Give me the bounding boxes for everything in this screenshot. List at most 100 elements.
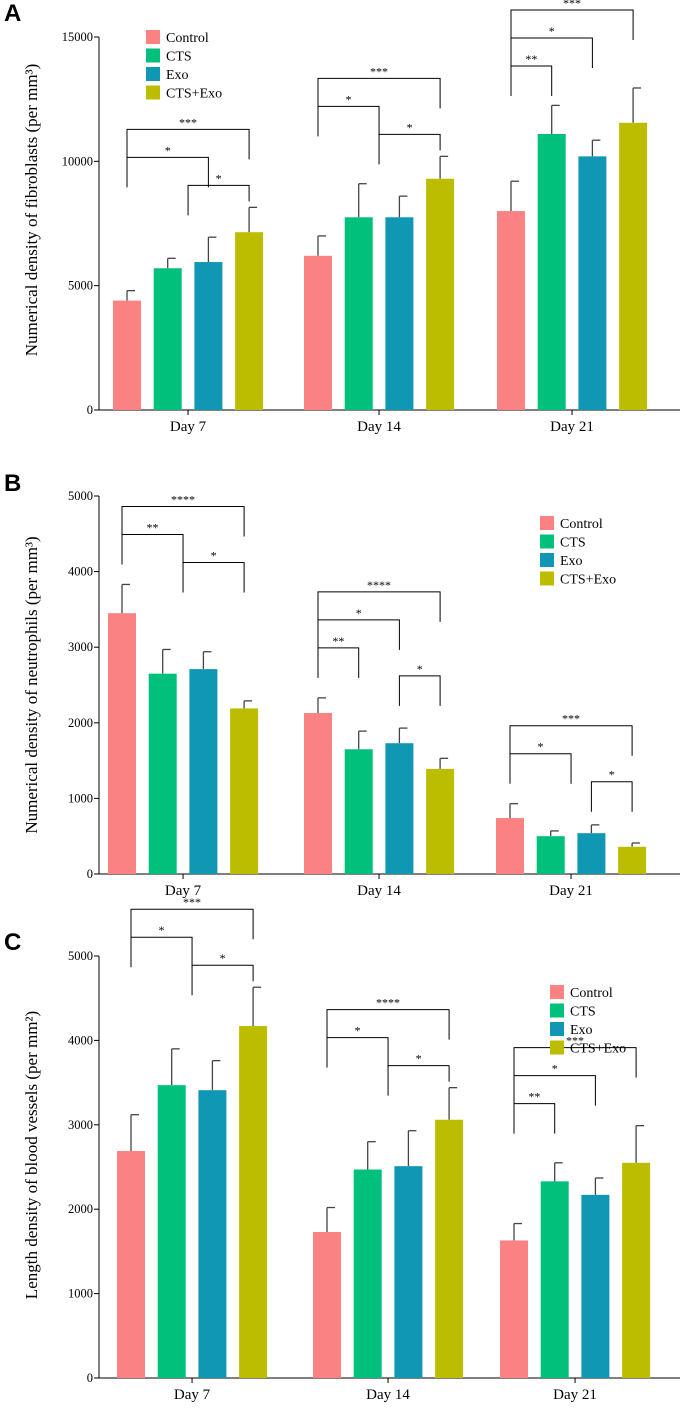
panel-c-y-tick-label: 2000 bbox=[68, 1202, 93, 1216]
panel-a-bar-cts-exo-day1 bbox=[235, 232, 264, 410]
panel-a-significance-label: * bbox=[407, 120, 413, 134]
panel-c-bar-control-day1 bbox=[117, 1150, 145, 1378]
panel-a-bar-cts-day2 bbox=[344, 217, 373, 410]
panel-b-legend-label: CTS bbox=[560, 536, 586, 551]
panel-a-significance-label: *** bbox=[370, 64, 388, 78]
panel-c-bar-cts-day3 bbox=[540, 1181, 569, 1378]
panel-a-y-tick-label: 10000 bbox=[62, 154, 93, 168]
panel-a-significance-label: * bbox=[165, 143, 171, 157]
panel-c-y-tick-label: 3000 bbox=[68, 1118, 93, 1132]
panel-b-y-tick-label: 2000 bbox=[68, 716, 93, 730]
panel-c-significance-bracket bbox=[130, 936, 193, 968]
panel-b-y-tick-label: 1000 bbox=[68, 791, 93, 805]
panel-a-legend-swatch-control bbox=[146, 30, 160, 44]
panel-c-y-tick-label: 5000 bbox=[68, 949, 93, 963]
panel-c-significance-label: * bbox=[355, 1024, 361, 1038]
panel-a-significance-label: * bbox=[346, 92, 352, 106]
panel-c-bar-exo-day3 bbox=[581, 1194, 610, 1378]
panel-b-significance-label: **** bbox=[367, 578, 391, 592]
panel-a-legend-label: CTS bbox=[166, 50, 192, 65]
panel-a-significance-label: *** bbox=[179, 115, 197, 129]
panel-b-significance-label: * bbox=[211, 548, 217, 562]
panel-a-significance-bracket bbox=[378, 133, 441, 165]
panel-c-significance-label: *** bbox=[183, 895, 201, 909]
panel-a-significance-bracket bbox=[126, 156, 209, 188]
panel-a-legend-label: Control bbox=[166, 31, 209, 46]
panel-c-legend-label: Control bbox=[570, 986, 613, 1001]
panel-c-bar-cts-exo-day1 bbox=[239, 1026, 268, 1378]
panel-c-category-label: Day 7 bbox=[174, 1387, 211, 1403]
panel-a-y-tick-label: 15000 bbox=[62, 30, 93, 44]
panel-b-legend-swatch-control bbox=[540, 516, 554, 530]
panel-c-category-label: Day 14 bbox=[366, 1387, 410, 1403]
panel-c-chart: C Length density of blood vessels (per m… bbox=[4, 895, 680, 1403]
panel-b-y-tick-label: 5000 bbox=[68, 489, 93, 503]
panel-b-significance-label: ** bbox=[332, 634, 344, 648]
panel-a-bar-exo-day3 bbox=[578, 156, 607, 410]
panel-b-legend-swatch-cts bbox=[540, 534, 554, 549]
panel-b-legend-swatch-cts-exo bbox=[540, 571, 554, 586]
panel-b-significance-bracket bbox=[509, 753, 572, 784]
panel-b-significance-label: **** bbox=[171, 492, 195, 506]
panel-c-significance-label: * bbox=[159, 923, 165, 937]
panel-c-y-tick-label: 4000 bbox=[68, 1033, 93, 1047]
panel-b-bar-exo-day1 bbox=[189, 669, 218, 874]
panel-b-significance-bracket bbox=[317, 619, 400, 650]
panel-c-significance-label: *** bbox=[566, 1034, 584, 1048]
panel-b-significance-bracket bbox=[317, 647, 360, 678]
panel-c-bar-control-day2 bbox=[313, 1231, 341, 1378]
panel-b-bar-exo-day2 bbox=[385, 743, 414, 874]
panel-b-ylabel: Numerical density of neutrophils (per mm… bbox=[22, 536, 41, 833]
panel-c-legend-label: Exo bbox=[570, 1023, 593, 1038]
panel-a-bar-cts-exo-day2 bbox=[426, 178, 455, 410]
panel-a-category-label: Day 14 bbox=[357, 419, 401, 435]
panel-c-bar-cts-exo-day3 bbox=[622, 1162, 651, 1378]
panel-a-chart: A Numerical density of fibroblasts (per … bbox=[4, 0, 680, 435]
panel-b-y-tick-label: 3000 bbox=[68, 640, 93, 654]
panel-b-significance-label: ** bbox=[147, 520, 159, 534]
panel-b-legend-swatch-exo bbox=[540, 553, 554, 567]
panel-c-significance-bracket bbox=[513, 1047, 637, 1078]
panel-c-significance-bracket bbox=[513, 1103, 556, 1134]
panel-a-significance-bracket bbox=[317, 105, 380, 137]
panel-a-legend-swatch-exo bbox=[146, 67, 160, 81]
panel-b-bar-control-day1 bbox=[108, 613, 136, 874]
panel-c-category-label: Day 21 bbox=[553, 1387, 597, 1403]
panel-c-significance-bracket bbox=[326, 1037, 389, 1068]
panel-c-bar-exo-day1 bbox=[198, 1090, 227, 1378]
panel-a-legend-swatch-cts-exo bbox=[146, 85, 160, 100]
panel-a-category-label: Day 21 bbox=[550, 419, 594, 435]
panel-a-significance-label: * bbox=[549, 24, 555, 38]
panel-c-significance-label: * bbox=[416, 1052, 422, 1066]
panel-c-legend-swatch-exo bbox=[550, 1022, 564, 1036]
panel-a-significance-bracket bbox=[510, 9, 634, 40]
panel-a-ylabel: Numerical density of fibroblasts (per mm… bbox=[22, 64, 41, 357]
panel-b-category-label: Day 14 bbox=[357, 883, 401, 899]
panel-b-bar-exo-day3 bbox=[577, 833, 606, 874]
panel-a-significance-label: ** bbox=[525, 52, 537, 66]
panel-b-bar-cts-exo-day1 bbox=[230, 708, 259, 874]
panel-b-y-tick-label: 4000 bbox=[68, 565, 93, 579]
panel-b-bar-cts-exo-day2 bbox=[426, 768, 455, 874]
panel-b-significance-bracket bbox=[121, 533, 184, 565]
panel-c-significance-label: * bbox=[220, 951, 226, 965]
panel-c-significance-label: * bbox=[552, 1062, 558, 1076]
panel-a-significance-bracket bbox=[510, 37, 593, 68]
panel-c-legend-swatch-control bbox=[550, 985, 564, 999]
panel-a-significance-label: *** bbox=[563, 0, 581, 10]
panel-a-bar-cts-exo-day3 bbox=[619, 122, 648, 410]
panel-b-category-label: Day 21 bbox=[549, 883, 593, 899]
panel-b-significance-label: * bbox=[356, 606, 362, 620]
panel-a-significance-bracket bbox=[187, 184, 250, 216]
panel-a-category-label: Day 7 bbox=[170, 419, 207, 435]
panel-b-chart: B Numerical density of neutrophils (per … bbox=[4, 470, 680, 899]
panel-c-significance-bracket bbox=[387, 1065, 450, 1096]
panel-a-bar-exo-day2 bbox=[385, 217, 414, 410]
panel-c-legend-label: CTS+Exo bbox=[570, 1042, 626, 1057]
panel-b-significance-bracket bbox=[590, 781, 633, 812]
panel-b-significance-bracket bbox=[398, 675, 441, 706]
panel-a-y-tick-label: 0 bbox=[87, 403, 93, 417]
panel-c-bar-cts-day2 bbox=[353, 1169, 382, 1378]
panel-b-significance-bracket bbox=[182, 561, 245, 593]
